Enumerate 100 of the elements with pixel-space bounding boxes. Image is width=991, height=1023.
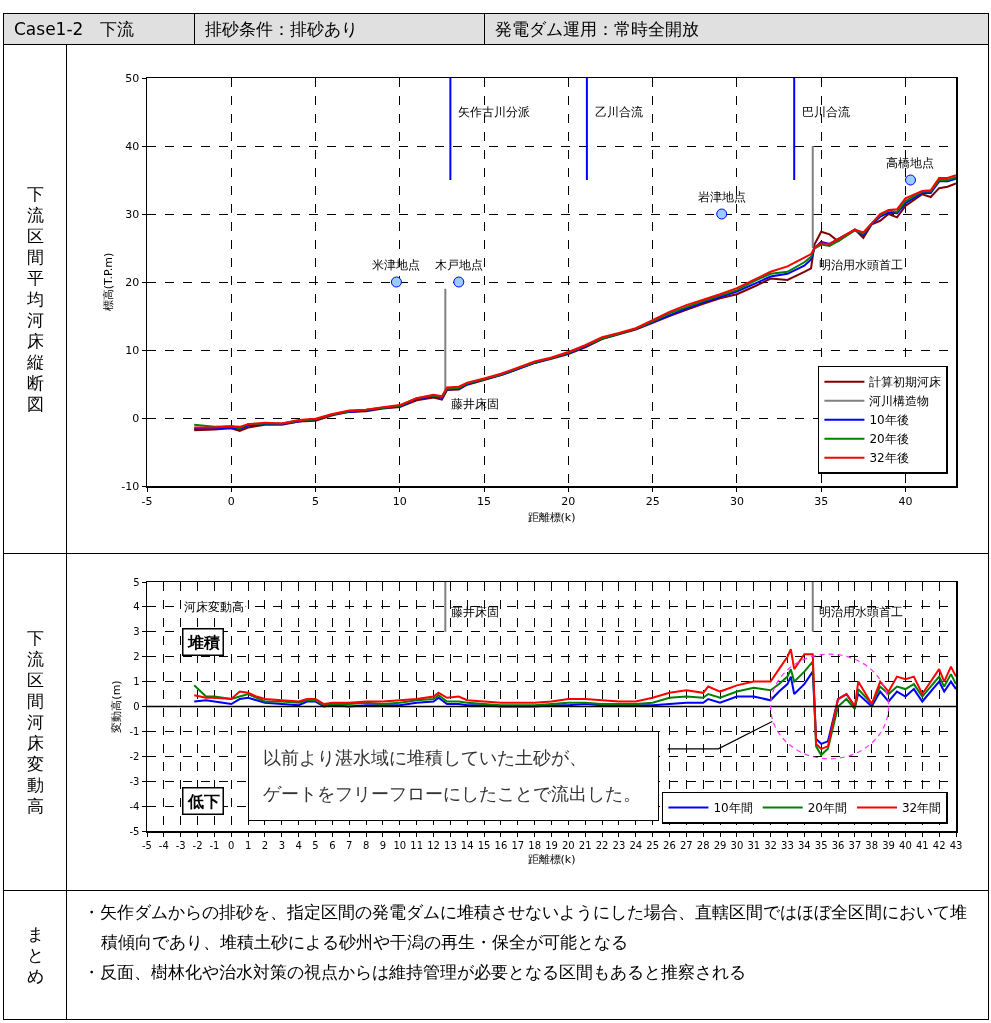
x-tick-label: 20 bbox=[561, 494, 576, 508]
annotation: 河床変動高 bbox=[184, 600, 244, 614]
x-tick-label: 9 bbox=[379, 839, 387, 851]
x-tick-label: 2 bbox=[261, 839, 269, 851]
x-tick-label: 20 bbox=[561, 839, 575, 851]
x-tick-label: 25 bbox=[646, 839, 659, 851]
y-tick-label: 0 bbox=[132, 411, 140, 425]
x-tick-label: 31 bbox=[747, 839, 761, 851]
legend-label: 20年間 bbox=[807, 801, 847, 816]
y-tick-label: -1 bbox=[129, 725, 140, 737]
x-tick-label: 34 bbox=[797, 839, 811, 851]
x-tick-label: 13 bbox=[444, 839, 457, 851]
x-tick-label: 28 bbox=[696, 839, 710, 851]
y-tick-label: 10 bbox=[125, 343, 140, 357]
x-tick-label: -1 bbox=[209, 839, 220, 851]
x-tick-label: 3 bbox=[278, 839, 286, 851]
annotation: 低下 bbox=[186, 791, 220, 811]
x-tick-label: 19 bbox=[545, 839, 558, 851]
y-tick-label: 50 bbox=[125, 71, 140, 85]
x-tick-label: 5 bbox=[312, 839, 319, 851]
annotation: ゲートをフリーフローにしたことで流出した。 bbox=[263, 782, 643, 807]
x-tick-label: 1 bbox=[244, 839, 252, 851]
y-tick-label: 40 bbox=[125, 139, 140, 153]
y-axis-title: 標高(T.P.m) bbox=[102, 252, 116, 312]
annotation: 木戸地点 bbox=[435, 258, 483, 272]
x-tick-label: 22 bbox=[595, 839, 609, 851]
text: ・反面、樹林化や治水対策の視点からは維持管理が必要となる区間もあると推察される bbox=[82, 961, 747, 984]
y-tick-label: 20 bbox=[125, 275, 140, 289]
x-tick-label: 0 bbox=[228, 839, 235, 851]
x-tick-label: 42 bbox=[932, 839, 946, 851]
annotation: 巴川合流 bbox=[802, 105, 850, 119]
x-tick-label: 16 bbox=[494, 839, 508, 851]
y-tick-label: 4 bbox=[133, 601, 140, 613]
y-tick-label: 3 bbox=[133, 626, 140, 638]
text: ・矢作ダムからの排砂を、指定区間の発電ダムに堆積させないようにした場合、直轄区間ではほぼ全区間において堆積傾向であり、堆積土砂による砂州や干潟の再生・保全が可能となる bbox=[82, 901, 968, 954]
legend-label: 10年後 bbox=[869, 413, 909, 428]
y-tick-label: -3 bbox=[129, 775, 140, 787]
x-tick-label: 10 bbox=[392, 494, 407, 508]
y-tick-label: -2 bbox=[129, 750, 140, 762]
x-tick-label: 40 bbox=[898, 494, 913, 508]
x-tick-label: 38 bbox=[865, 839, 879, 851]
x-tick-label: 24 bbox=[629, 839, 643, 851]
x-tick-label: 29 bbox=[713, 839, 727, 851]
legend-label: 河川構造物 bbox=[869, 394, 930, 409]
annotation: 以前より湛水域に堆積していた土砂が、 bbox=[263, 746, 589, 771]
x-tick-label: -4 bbox=[158, 839, 169, 851]
x-tick-label: 8 bbox=[362, 839, 370, 851]
y-axis-title: 変動高(m) bbox=[110, 680, 124, 733]
x-axis-title: 距離標(k) bbox=[527, 510, 576, 524]
y-tick-label: -5 bbox=[129, 825, 140, 837]
x-tick-label: 30 bbox=[730, 839, 744, 851]
legend-label: 20年後 bbox=[869, 432, 909, 447]
x-tick-label: 14 bbox=[460, 839, 474, 851]
x-tick-label: -2 bbox=[192, 839, 203, 851]
x-tick-label: 12 bbox=[427, 839, 440, 851]
y-tick-label: 0 bbox=[133, 701, 140, 712]
text: 排砂条件：排砂あり bbox=[194, 14, 484, 44]
annotation: 米津地点 bbox=[372, 258, 420, 272]
x-tick-label: 0 bbox=[227, 494, 235, 508]
x-tick-label: 23 bbox=[612, 839, 626, 851]
annotation: 高橋地点 bbox=[886, 156, 934, 170]
legend-label: 計算初期河床 bbox=[869, 375, 942, 390]
x-tick-label: 30 bbox=[729, 494, 744, 508]
legend-label: 32年間 bbox=[901, 801, 942, 816]
x-tick-label: 37 bbox=[848, 839, 862, 851]
y-tick-label: 5 bbox=[133, 576, 140, 588]
x-tick-label: 18 bbox=[528, 839, 542, 851]
text: 下流区間河床変動高 bbox=[26, 627, 44, 816]
y-tick-label: 1 bbox=[133, 676, 140, 688]
x-tick-label: 43 bbox=[949, 839, 963, 851]
x-tick-label: 40 bbox=[899, 839, 912, 851]
x-tick-label: 25 bbox=[645, 494, 660, 508]
x-tick-label: 10 bbox=[393, 839, 407, 851]
y-tick-label: -10 bbox=[121, 479, 140, 493]
x-tick-label: 15 bbox=[477, 494, 492, 508]
x-tick-label: 26 bbox=[663, 839, 676, 851]
y-tick-label: -4 bbox=[129, 800, 140, 812]
text: 発電ダム運用：常時全開放 bbox=[484, 14, 988, 44]
x-tick-label: 11 bbox=[410, 839, 424, 851]
text: 下流区間平均河床縦断図 bbox=[26, 183, 44, 414]
annotation: 乙川合流 bbox=[595, 105, 643, 119]
x-tick-label: 27 bbox=[679, 839, 693, 851]
x-tick-label: 15 bbox=[477, 839, 491, 851]
x-tick-label: 21 bbox=[578, 839, 592, 851]
y-tick-label: 30 bbox=[125, 207, 140, 221]
x-tick-label: 7 bbox=[346, 839, 353, 851]
annotation: 堆積 bbox=[186, 632, 220, 652]
text: Case1-2 下流 bbox=[4, 14, 194, 44]
x-tick-label: 32 bbox=[764, 839, 777, 851]
x-tick-label: 41 bbox=[915, 839, 929, 851]
x-tick-label: 4 bbox=[295, 839, 302, 851]
x-tick-label: -5 bbox=[142, 839, 152, 851]
text: まとめ bbox=[26, 923, 44, 987]
legend-label: 10年間 bbox=[713, 801, 753, 816]
x-tick-label: 6 bbox=[329, 839, 336, 851]
x-tick-label: 33 bbox=[781, 839, 794, 851]
annotation: 岩津地点 bbox=[698, 190, 746, 204]
x-tick-label: 17 bbox=[511, 839, 525, 851]
y-tick-label: 2 bbox=[133, 651, 140, 663]
x-tick-label: 39 bbox=[882, 839, 895, 851]
